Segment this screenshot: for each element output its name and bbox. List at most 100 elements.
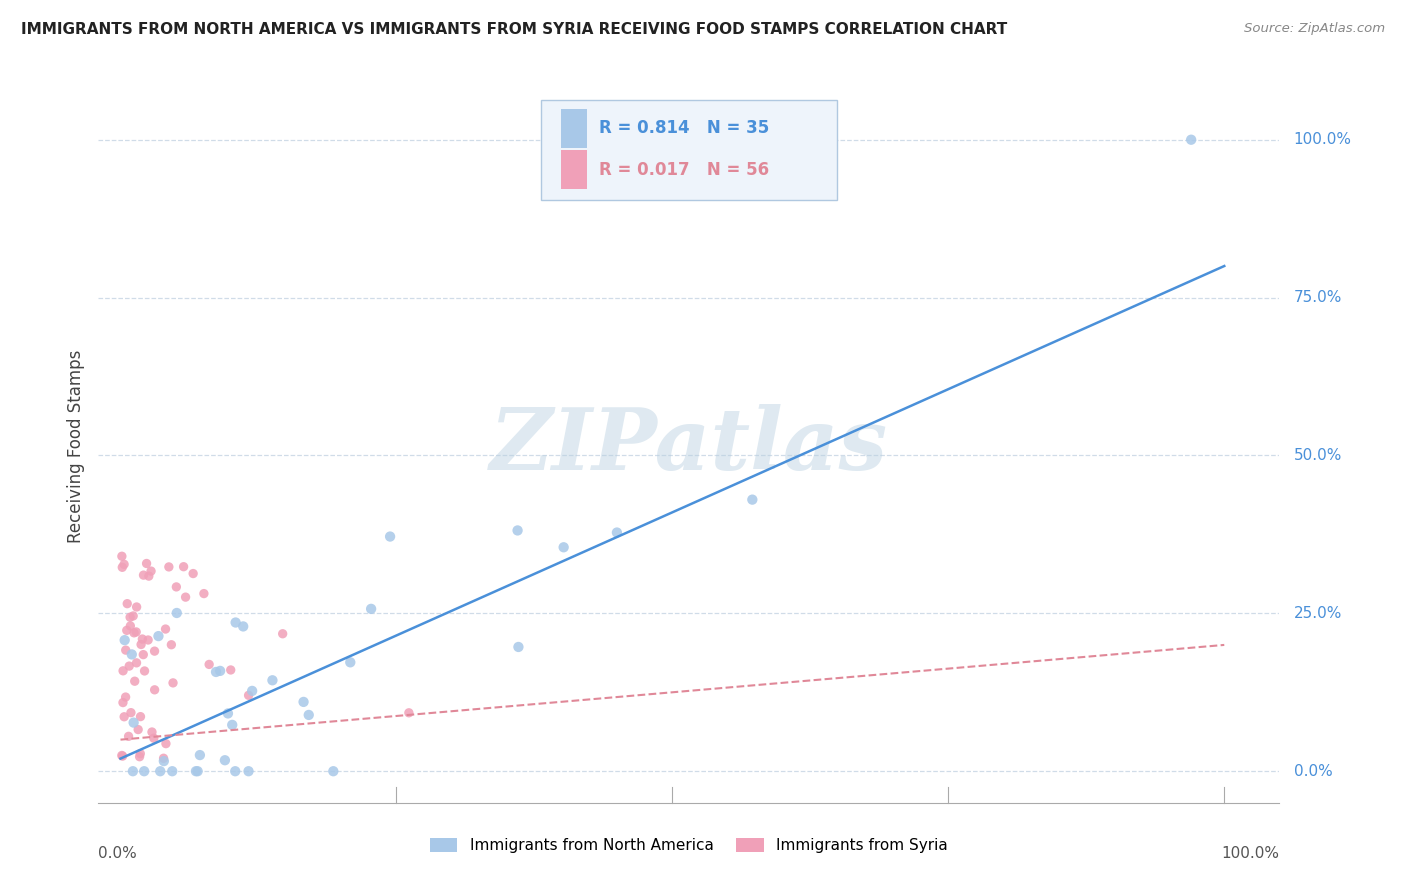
Point <box>117 729 139 743</box>
Point <box>125 656 148 670</box>
Point <box>129 709 152 723</box>
Point <box>139 564 162 578</box>
Point <box>205 665 228 679</box>
Point <box>188 748 211 763</box>
Text: 0.0%: 0.0% <box>98 846 138 861</box>
Point <box>143 682 166 697</box>
Point <box>1180 133 1202 147</box>
Point <box>173 559 195 574</box>
Point <box>240 684 263 698</box>
Point <box>217 706 239 721</box>
Point <box>193 586 215 600</box>
Point <box>111 748 134 763</box>
Point <box>122 609 145 624</box>
Point <box>152 751 174 765</box>
Point <box>114 690 136 704</box>
Point <box>135 557 157 571</box>
Point <box>741 492 763 507</box>
Point <box>339 656 361 670</box>
Point <box>155 622 177 636</box>
Text: 0.0%: 0.0% <box>1294 764 1333 779</box>
Point <box>160 638 183 652</box>
Point <box>120 610 142 624</box>
Point <box>184 764 207 779</box>
Point <box>131 632 153 646</box>
Point <box>198 657 221 672</box>
Point <box>271 626 294 640</box>
Point <box>238 689 260 703</box>
Point <box>181 566 204 581</box>
Point <box>111 696 134 710</box>
Point <box>398 706 420 720</box>
Point <box>128 749 150 764</box>
Point <box>132 648 155 662</box>
Text: ZIPatlas: ZIPatlas <box>489 404 889 488</box>
Point <box>162 764 184 779</box>
Point <box>165 580 187 594</box>
FancyBboxPatch shape <box>541 100 837 200</box>
Point <box>112 664 135 678</box>
Point <box>322 764 344 779</box>
Point <box>224 764 246 779</box>
Point <box>219 663 242 677</box>
Point <box>142 731 165 746</box>
Point <box>134 664 156 678</box>
Point <box>214 753 236 767</box>
Point <box>292 695 315 709</box>
Point <box>262 673 284 688</box>
Point <box>122 764 145 779</box>
Text: R = 0.814   N = 35: R = 0.814 N = 35 <box>599 120 769 137</box>
Point <box>121 648 143 662</box>
Point <box>114 633 136 648</box>
Point <box>122 625 145 640</box>
Point <box>360 602 382 616</box>
Point <box>111 549 134 564</box>
Point <box>238 764 260 779</box>
Point <box>124 674 146 689</box>
Point <box>508 640 530 654</box>
Text: 100.0%: 100.0% <box>1294 132 1351 147</box>
Point <box>138 569 160 583</box>
Point <box>115 597 138 611</box>
Text: 25.0%: 25.0% <box>1294 606 1341 621</box>
Point <box>132 568 155 582</box>
Point <box>127 723 149 737</box>
Point <box>166 606 188 620</box>
Text: IMMIGRANTS FROM NORTH AMERICA VS IMMIGRANTS FROM SYRIA RECEIVING FOOD STAMPS COR: IMMIGRANTS FROM NORTH AMERICA VS IMMIGRA… <box>21 22 1007 37</box>
Point <box>157 560 180 574</box>
Point <box>115 624 138 638</box>
FancyBboxPatch shape <box>561 150 588 189</box>
Point <box>378 530 401 544</box>
Text: 75.0%: 75.0% <box>1294 290 1341 305</box>
Point <box>221 718 243 732</box>
Point <box>120 619 142 633</box>
Point <box>149 764 172 779</box>
Point <box>143 644 166 658</box>
Point <box>129 638 152 652</box>
Point <box>125 599 148 614</box>
Point <box>187 764 209 779</box>
Y-axis label: Receiving Food Stamps: Receiving Food Stamps <box>66 350 84 542</box>
Point <box>606 525 628 540</box>
Point <box>129 747 152 761</box>
Point <box>114 643 136 657</box>
Point <box>125 624 148 639</box>
Point <box>506 524 529 538</box>
Point <box>162 676 184 690</box>
Point <box>111 560 134 574</box>
Point <box>232 619 254 633</box>
Point <box>112 710 135 724</box>
Point <box>120 706 142 720</box>
Text: 100.0%: 100.0% <box>1222 846 1279 861</box>
Point <box>148 629 170 643</box>
Point <box>112 558 135 572</box>
Point <box>111 749 134 764</box>
Point <box>136 632 159 647</box>
Point <box>209 664 232 678</box>
Point <box>122 715 145 730</box>
Text: R = 0.017   N = 56: R = 0.017 N = 56 <box>599 161 769 178</box>
Point <box>298 708 321 723</box>
Point <box>553 541 575 555</box>
Point <box>153 754 176 768</box>
Point <box>155 737 177 751</box>
